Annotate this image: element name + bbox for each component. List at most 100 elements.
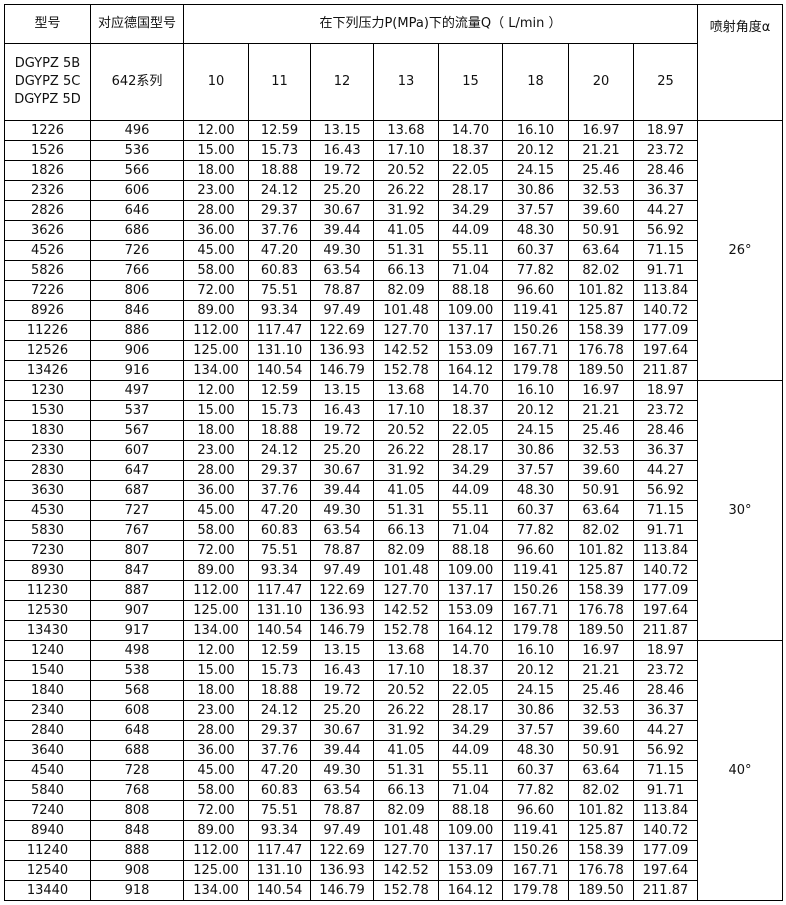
- cell-flow: 24.15: [502, 680, 569, 701]
- table-row: 1530 537 15.00 15.73 16.43 17.10 18.37 20.12 21.…: [4, 400, 783, 421]
- cell-flow: 158.39: [568, 580, 634, 601]
- cell-flow: 15.00: [183, 660, 249, 681]
- cell-german-model: 567: [90, 420, 184, 441]
- cell-flow: 153.09: [438, 600, 503, 621]
- cell-flow: 44.09: [438, 220, 503, 241]
- cell-german-model: 727: [90, 500, 184, 521]
- cell-flow: 60.83: [248, 520, 311, 541]
- table-row: 1826 566 18.00 18.88 19.72 20.52 22.05 24.15 25.…: [4, 160, 783, 181]
- header-pressure: 18: [502, 43, 569, 121]
- cell-flow: 119.41: [502, 300, 569, 321]
- cell-flow: 18.00: [183, 420, 249, 441]
- cell-flow: 49.30: [310, 240, 374, 261]
- cell-flow: 20.52: [373, 420, 439, 441]
- cell-flow: 50.91: [568, 740, 634, 761]
- cell-flow: 60.37: [502, 760, 569, 781]
- cell-flow: 25.20: [310, 700, 374, 721]
- cell-flow: 26.22: [373, 440, 439, 461]
- cell-flow: 21.21: [568, 140, 634, 161]
- cell-model: 5830: [4, 520, 91, 541]
- cell-model: 1826: [4, 160, 91, 181]
- table-row: 1840 568 18.00 18.88 19.72 20.52 22.05 24.15 25.…: [4, 680, 783, 701]
- table-row: 7240 808 72.00 75.51 78.87 82.09 88.18 96.60 101…: [4, 800, 783, 821]
- flow-rate-table: 型号 对应德国型号 在下列压力P(MPa)下的流量Q（ L/min ） 喷射角度…: [4, 4, 783, 901]
- cell-flow: 12.59: [248, 640, 311, 661]
- table-row: 7230 807 72.00 75.51 78.87 82.09 88.18 96.60 101…: [4, 540, 783, 561]
- cell-flow: 176.78: [568, 340, 634, 361]
- cell-flow: 113.84: [633, 800, 698, 821]
- cell-flow: 39.60: [568, 200, 634, 221]
- cell-flow: 13.68: [373, 640, 439, 661]
- cell-model: 8930: [4, 560, 91, 581]
- header-pressure: 11: [248, 43, 311, 121]
- cell-german-model: 766: [90, 260, 184, 281]
- cell-german-model: 606: [90, 180, 184, 201]
- cell-flow: 167.71: [502, 600, 569, 621]
- cell-flow: 71.04: [438, 520, 503, 541]
- cell-flow: 50.91: [568, 480, 634, 501]
- cell-angle: 30°: [697, 380, 783, 641]
- cell-flow: 134.00: [183, 880, 249, 901]
- cell-flow: 152.78: [373, 360, 439, 381]
- cell-flow: 167.71: [502, 340, 569, 361]
- cell-flow: 72.00: [183, 800, 249, 821]
- cell-flow: 18.00: [183, 160, 249, 181]
- header-pressure: 15: [438, 43, 503, 121]
- cell-model: 1226: [4, 120, 91, 141]
- cell-flow: 77.82: [502, 520, 569, 541]
- table-row: 5826 766 58.00 60.83 63.54 66.13 71.04 77.82 82.…: [4, 260, 783, 281]
- cell-flow: 60.83: [248, 780, 311, 801]
- cell-flow: 25.20: [310, 440, 374, 461]
- cell-flow: 56.92: [633, 480, 698, 501]
- cell-flow: 12.59: [248, 380, 311, 401]
- table-row: 3640 688 36.00 37.76 39.44 41.05 44.09 48.30 50.…: [4, 740, 783, 761]
- cell-german-model: 888: [90, 840, 184, 861]
- table-row: 2826 646 28.00 29.37 30.67 31.92 34.29 37.57 39.…: [4, 200, 783, 221]
- cell-flow: 91.71: [633, 780, 698, 801]
- cell-flow: 88.18: [438, 800, 503, 821]
- header-pressure: 25: [633, 43, 698, 121]
- cell-flow: 93.34: [248, 300, 311, 321]
- cell-flow: 37.57: [502, 200, 569, 221]
- cell-flow: 17.10: [373, 140, 439, 161]
- header-angle: 喷射角度α: [697, 4, 783, 121]
- cell-model: 1230: [4, 380, 91, 401]
- cell-flow: 164.12: [438, 620, 503, 641]
- cell-flow: 39.44: [310, 220, 374, 241]
- cell-flow: 13.68: [373, 120, 439, 141]
- cell-flow: 150.26: [502, 320, 569, 341]
- cell-flow: 131.10: [248, 340, 311, 361]
- header-pressure: 12: [310, 43, 374, 121]
- cell-flow: 28.46: [633, 680, 698, 701]
- cell-flow: 88.18: [438, 540, 503, 561]
- header-model-series: DGYPZ 5B DGYPZ 5C DGYPZ 5D: [4, 43, 91, 121]
- cell-flow: 28.00: [183, 200, 249, 221]
- cell-flow: 122.69: [310, 580, 374, 601]
- cell-flow: 119.41: [502, 820, 569, 841]
- cell-flow: 77.82: [502, 260, 569, 281]
- cell-german-model: 887: [90, 580, 184, 601]
- cell-flow: 44.27: [633, 460, 698, 481]
- cell-flow: 18.00: [183, 680, 249, 701]
- cell-flow: 37.76: [248, 220, 311, 241]
- cell-flow: 150.26: [502, 840, 569, 861]
- cell-flow: 91.71: [633, 520, 698, 541]
- cell-model: 13430: [4, 620, 91, 641]
- cell-flow: 158.39: [568, 840, 634, 861]
- cell-flow: 39.60: [568, 720, 634, 741]
- cell-flow: 28.17: [438, 700, 503, 721]
- cell-flow: 13.68: [373, 380, 439, 401]
- cell-german-model: 496: [90, 120, 184, 141]
- cell-flow: 109.00: [438, 560, 503, 581]
- cell-flow: 36.37: [633, 440, 698, 461]
- cell-flow: 164.12: [438, 360, 503, 381]
- cell-flow: 96.60: [502, 540, 569, 561]
- cell-flow: 158.39: [568, 320, 634, 341]
- header-pressure: 20: [568, 43, 634, 121]
- cell-flow: 37.57: [502, 720, 569, 741]
- cell-flow: 12.00: [183, 640, 249, 661]
- cell-flow: 28.00: [183, 460, 249, 481]
- table-row: 2340 608 23.00 24.12 25.20 26.22 28.17 30.86 32.…: [4, 700, 783, 721]
- cell-flow: 71.15: [633, 500, 698, 521]
- cell-flow: 125.87: [568, 820, 634, 841]
